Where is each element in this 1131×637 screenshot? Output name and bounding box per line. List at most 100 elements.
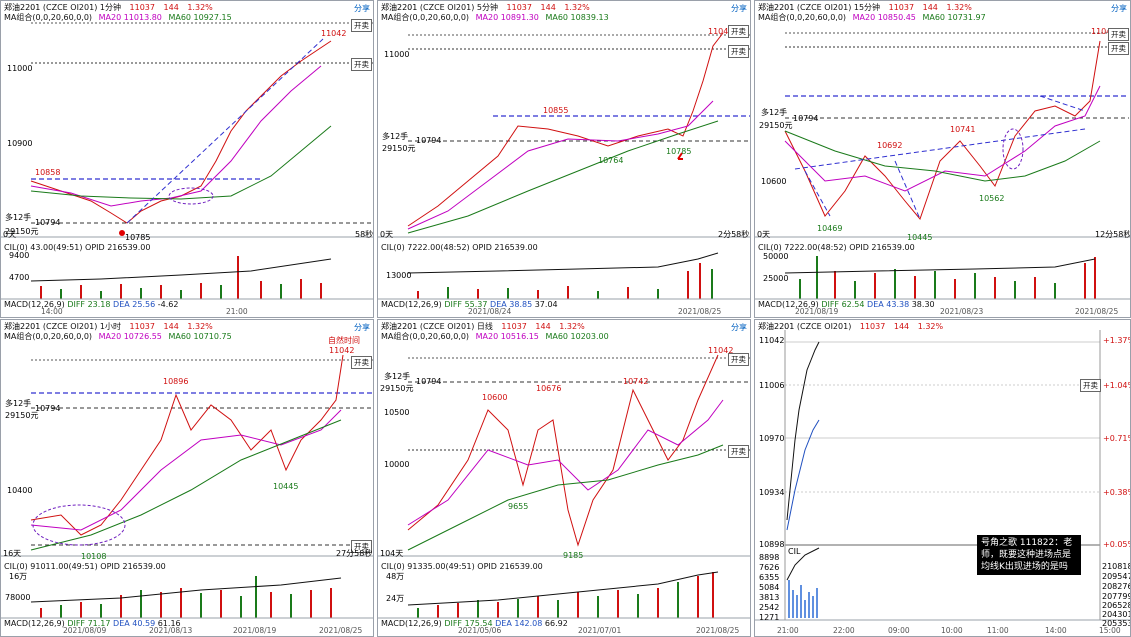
chat-message-popup[interactable]: 号角之歌 111822：老师，既要这种进场点是均线K出现进场的是吗 [977,535,1081,575]
stop-tag[interactable]: 开卖 [728,25,749,38]
cil-label[interactable]: CIL(0) [381,562,405,571]
period-label[interactable]: 日线 [476,322,493,331]
contract-label: (CZCE OI201) [796,322,852,331]
days-label: 0天 [757,230,771,239]
right-tick: +0.71% [1103,434,1130,443]
macd-label[interactable]: MACD(12,26,9) [4,619,65,628]
stop-tag[interactable]: 开卖 [351,19,372,32]
date-tick: 09:00 [888,626,910,635]
ma60-value: MA60 10203.00 [545,332,609,341]
date-tick: 2021/08/25 [678,307,722,316]
vol-tick: 5084 [759,583,780,592]
macd-label[interactable]: MACD(12,26,9) [381,300,442,309]
change-pct: 1.32% [564,3,590,12]
date-tick: 2021/05/06 [458,626,502,635]
chart-panel-daily[interactable]: 郑油2201 (CZCE OI201) 日线 11037 144 1.32% M… [377,319,751,637]
last-price: 11037 [501,322,527,331]
share-button[interactable]: 分享 [354,4,370,13]
period-label[interactable]: 5分钟 [476,3,498,12]
chart-panel-intraday[interactable]: 郑油2201 (CZCE OI201) 11037 144 1.32% [754,319,1131,637]
change-pct: 1.32% [559,322,585,331]
ma-legend: MA组合(0,0,20,60,0,0) MA20 10891.30 MA60 1… [381,12,609,23]
share-button[interactable]: 分享 [731,323,747,332]
date-tick: 2021/08/19 [795,307,839,316]
cil-header: CIL(0) 7222.00(48:52) OPID 216539.00 [381,243,538,252]
oi-tick: 204301 [1102,610,1131,619]
position-label: 多12手 [5,213,32,222]
ma-label[interactable]: MA组合(0,0,20,60,0,0) [381,332,470,341]
stop-tag[interactable]: 开卖 [728,353,749,366]
ma20-value: MA20 10891.30 [475,13,539,22]
contract-label: (CZCE OI201) [42,322,98,331]
chart-panel-1hour[interactable]: 郑油2201 (CZCE OI201) 1小时 11037 144 1.32% … [0,319,374,637]
macd-value: 61.16 [157,619,181,628]
macd-label[interactable]: MACD(12,26,9) [758,300,819,309]
point-label: 10445 [273,482,299,491]
y-tick: 11000 [384,50,410,59]
date-tick: 2021/08/25 [696,626,740,635]
date-tick: 2021/08/19 [233,626,277,635]
stop-tag[interactable]: 开卖 [1108,42,1129,55]
point-label: 10108 [81,552,107,561]
vol-tick: 7626 [759,563,780,572]
intraday-chart [755,330,1130,621]
oi-tick: 207799 [1102,592,1131,601]
marker-label: 10858 [35,168,61,177]
ma60-value: MA60 10839.13 [545,13,609,22]
cil-label[interactable]: CIL(0) [4,243,28,252]
stop-tag[interactable]: 开卖 [351,540,372,553]
period-label[interactable]: 1小时 [99,322,121,331]
stop-tag[interactable]: 开卖 [728,445,749,458]
macd-label[interactable]: MACD(12,26,9) [4,300,65,309]
vol-tick: 2542 [759,603,780,612]
cil-tick: 78000 [5,593,31,602]
stop-tag[interactable]: 开卖 [1080,379,1101,392]
ma-label[interactable]: MA组合(0,0,20,60,0,0) [758,13,847,22]
ma-label[interactable]: MA组合(0,0,20,60,0,0) [4,13,93,22]
macd-header: MACD(12,26,9) DIFF 62.54 DEA 43.38 38.30 [758,300,935,309]
countdown-label: 58秒 [355,230,374,239]
position-label: 多12手 [761,108,788,117]
high-label: 11042 [708,27,734,36]
period-label[interactable]: 1分钟 [99,3,121,12]
point-label: 10742 [623,377,649,386]
share-button[interactable]: 分享 [731,4,747,13]
ma20-value: MA20 10516.15 [475,332,539,341]
cil-label[interactable]: CIL(0) [4,562,28,571]
stop-tag[interactable]: 开卖 [728,45,749,58]
panel-title: 郑油2201 (CZCE OI201) 15分钟 11037 144 1.32% [758,2,972,13]
countdown-label: 27分58秒 [336,549,373,558]
share-button[interactable]: 分享 [1111,4,1127,13]
cil-header: CIL(0) 91011.00(49:51) OPID 216539.00 [4,562,166,571]
stop-tag[interactable]: 开卖 [351,58,372,71]
oi-tick: 210818 [1102,562,1131,571]
ma-label[interactable]: MA组合(0,0,20,60,0,0) [381,13,470,22]
low-label: 10764 [598,156,624,165]
cil-tick: 48万 [386,572,405,581]
ma-label[interactable]: MA组合(0,0,20,60,0,0) [4,332,93,341]
macd-value: -4.62 [157,300,179,309]
macd-label[interactable]: MACD(12,26,9) [381,619,442,628]
contract-label: (CZCE OI201) [42,3,98,12]
cost-label: 29150元 [759,121,793,130]
date-tick: 11:00 [987,626,1009,635]
chart-panel-5min[interactable]: 郑油2201 (CZCE OI201) 5分钟 11037 144 1.32% … [377,0,751,318]
cil-label[interactable]: CIL(0) [381,243,405,252]
macd-header: MACD(12,26,9) DIFF 71.17 DEA 40.59 61.16 [4,619,181,628]
cil-label[interactable]: CIL [788,547,801,556]
date-axis: 2021/05/06 2021/07/01 2021/08/25 [378,626,750,636]
cil-value: 91335.00(49:51) [407,562,475,571]
stop-tag[interactable]: 开卖 [1108,28,1129,41]
cil-label[interactable]: CIL(0) [758,243,782,252]
chart-panel-15min[interactable]: 郑油2201 (CZCE OI201) 15分钟 11037 144 1.32%… [754,0,1131,318]
chart-panel-1min[interactable]: 郑油2201 (CZCE OI201) 1分钟 11037 144 1.32% … [0,0,374,318]
share-button[interactable]: 分享 [354,323,370,332]
cost-label: 29150元 [5,227,39,236]
period-label[interactable]: 15分钟 [853,3,881,12]
stop-tag[interactable]: 开卖 [351,356,372,369]
oi-tick: 209547 [1102,572,1131,581]
ma20-value: MA20 10726.55 [98,332,162,341]
cil-tick: 24万 [386,594,405,603]
cost-label: 29150元 [382,144,416,153]
